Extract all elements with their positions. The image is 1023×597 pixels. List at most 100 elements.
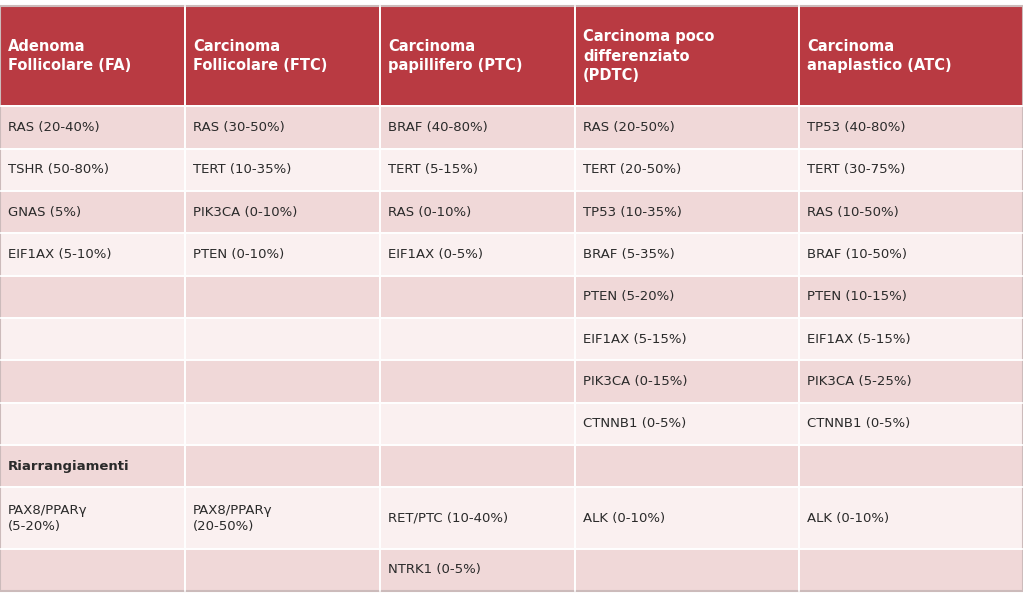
Bar: [380, 445, 575, 487]
Bar: [0, 487, 185, 549]
Bar: [380, 403, 575, 445]
Bar: [0, 318, 185, 361]
Bar: [185, 403, 380, 445]
Text: Carcinoma
papillifero (PTC): Carcinoma papillifero (PTC): [388, 39, 523, 73]
Text: RAS (30-50%): RAS (30-50%): [193, 121, 284, 134]
Text: RAS (20-40%): RAS (20-40%): [8, 121, 99, 134]
Text: EIF1AX (5-15%): EIF1AX (5-15%): [807, 333, 910, 346]
Bar: [575, 445, 799, 487]
Text: TERT (10-35%): TERT (10-35%): [193, 164, 292, 176]
Bar: [799, 445, 1023, 487]
Bar: [575, 106, 799, 149]
Text: PTEN (10-15%): PTEN (10-15%): [807, 290, 906, 303]
Bar: [185, 549, 380, 591]
Bar: [380, 149, 575, 191]
Bar: [380, 106, 575, 149]
Bar: [575, 403, 799, 445]
Bar: [380, 487, 575, 549]
Text: PAX8/PPARγ
(20-50%): PAX8/PPARγ (20-50%): [193, 503, 272, 533]
Bar: [799, 276, 1023, 318]
Bar: [799, 361, 1023, 403]
Bar: [380, 233, 575, 276]
Bar: [185, 487, 380, 549]
Bar: [799, 318, 1023, 361]
Text: BRAF (40-80%): BRAF (40-80%): [388, 121, 488, 134]
Bar: [799, 403, 1023, 445]
Text: RAS (10-50%): RAS (10-50%): [807, 205, 899, 219]
Bar: [0, 233, 185, 276]
Bar: [0, 149, 185, 191]
Bar: [0, 6, 185, 106]
Text: ALK (0-10%): ALK (0-10%): [583, 512, 665, 525]
Bar: [799, 549, 1023, 591]
Bar: [185, 6, 380, 106]
Bar: [799, 149, 1023, 191]
Bar: [575, 361, 799, 403]
Text: RAS (20-50%): RAS (20-50%): [583, 121, 675, 134]
Text: EIF1AX (5-15%): EIF1AX (5-15%): [583, 333, 686, 346]
Bar: [0, 106, 185, 149]
Text: ALK (0-10%): ALK (0-10%): [807, 512, 889, 525]
Bar: [575, 233, 799, 276]
Text: PIK3CA (0-10%): PIK3CA (0-10%): [193, 205, 298, 219]
Text: Carcinoma poco
differenziato
(PDTC): Carcinoma poco differenziato (PDTC): [583, 29, 714, 83]
Text: RET/PTC (10-40%): RET/PTC (10-40%): [388, 512, 508, 525]
Bar: [575, 318, 799, 361]
Text: TERT (20-50%): TERT (20-50%): [583, 164, 681, 176]
Text: TERT (30-75%): TERT (30-75%): [807, 164, 905, 176]
Bar: [380, 549, 575, 591]
Bar: [575, 191, 799, 233]
Bar: [799, 191, 1023, 233]
Bar: [185, 276, 380, 318]
Bar: [185, 445, 380, 487]
Text: TERT (5-15%): TERT (5-15%): [388, 164, 478, 176]
Bar: [575, 6, 799, 106]
Bar: [380, 6, 575, 106]
Text: NTRK1 (0-5%): NTRK1 (0-5%): [388, 564, 481, 576]
Bar: [0, 191, 185, 233]
Bar: [799, 233, 1023, 276]
Text: Adenoma
Follicolare (FA): Adenoma Follicolare (FA): [8, 39, 131, 73]
Bar: [0, 276, 185, 318]
Bar: [575, 149, 799, 191]
Text: BRAF (10-50%): BRAF (10-50%): [807, 248, 907, 261]
Text: Carcinoma
anaplastico (ATC): Carcinoma anaplastico (ATC): [807, 39, 951, 73]
Text: TP53 (10-35%): TP53 (10-35%): [583, 205, 682, 219]
Bar: [0, 549, 185, 591]
Text: Riarrangiamenti: Riarrangiamenti: [8, 460, 130, 473]
Text: GNAS (5%): GNAS (5%): [8, 205, 81, 219]
Text: TP53 (40-80%): TP53 (40-80%): [807, 121, 905, 134]
Bar: [380, 276, 575, 318]
Text: PTEN (0-10%): PTEN (0-10%): [193, 248, 284, 261]
Bar: [799, 106, 1023, 149]
Text: PTEN (5-20%): PTEN (5-20%): [583, 290, 674, 303]
Bar: [185, 318, 380, 361]
Text: EIF1AX (5-10%): EIF1AX (5-10%): [8, 248, 112, 261]
Bar: [185, 106, 380, 149]
Bar: [575, 549, 799, 591]
Text: BRAF (5-35%): BRAF (5-35%): [583, 248, 675, 261]
Bar: [185, 191, 380, 233]
Bar: [185, 149, 380, 191]
Text: PAX8/PPARγ
(5-20%): PAX8/PPARγ (5-20%): [8, 503, 88, 533]
Text: Carcinoma
Follicolare (FTC): Carcinoma Follicolare (FTC): [193, 39, 327, 73]
Bar: [380, 191, 575, 233]
Text: PIK3CA (0-15%): PIK3CA (0-15%): [583, 375, 687, 388]
Bar: [380, 318, 575, 361]
Bar: [575, 276, 799, 318]
Bar: [799, 6, 1023, 106]
Bar: [0, 445, 185, 487]
Bar: [575, 487, 799, 549]
Bar: [799, 487, 1023, 549]
Text: CTNNB1 (0-5%): CTNNB1 (0-5%): [583, 417, 686, 430]
Text: EIF1AX (0-5%): EIF1AX (0-5%): [388, 248, 483, 261]
Bar: [185, 233, 380, 276]
Text: PIK3CA (5-25%): PIK3CA (5-25%): [807, 375, 911, 388]
Bar: [185, 361, 380, 403]
Bar: [0, 361, 185, 403]
Text: CTNNB1 (0-5%): CTNNB1 (0-5%): [807, 417, 910, 430]
Bar: [380, 361, 575, 403]
Bar: [0, 403, 185, 445]
Text: RAS (0-10%): RAS (0-10%): [388, 205, 472, 219]
Text: TSHR (50-80%): TSHR (50-80%): [8, 164, 109, 176]
